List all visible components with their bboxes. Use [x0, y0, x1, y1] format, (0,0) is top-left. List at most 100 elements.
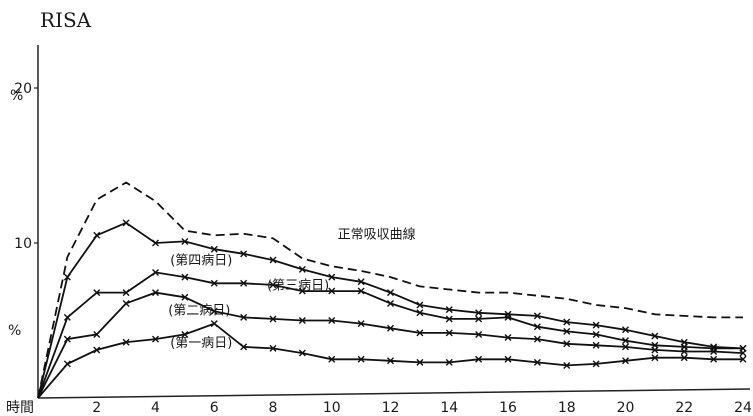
x-tick-label: 10 — [323, 400, 341, 416]
series-labels: 正常吸収曲線 (第四病日) (第三病日) (第二病日) (第一病日) — [168, 226, 415, 351]
data-point — [122, 219, 130, 227]
data-point — [416, 301, 424, 309]
data-point — [651, 354, 659, 362]
data-point — [63, 273, 71, 281]
data-point — [445, 329, 453, 337]
data-point — [63, 360, 71, 368]
data-point — [533, 312, 541, 320]
data-point — [622, 343, 629, 351]
data-point — [533, 323, 541, 331]
series-label: (第一病日) — [170, 336, 232, 351]
data-point — [739, 349, 747, 357]
data-point — [181, 330, 189, 338]
data-point — [563, 318, 571, 326]
data-point — [357, 355, 365, 363]
data-point — [387, 357, 394, 365]
data-point — [328, 355, 336, 363]
series-line — [37, 221, 744, 399]
x-tick-label: 6 — [210, 400, 219, 416]
data-point — [122, 289, 130, 297]
data-point — [210, 320, 218, 328]
data-point — [416, 358, 424, 366]
data-point — [152, 289, 159, 297]
data-point — [475, 315, 483, 323]
data-point — [240, 279, 248, 287]
data-point — [357, 320, 365, 328]
data-point — [122, 338, 130, 346]
y-unit-top: % — [10, 88, 23, 104]
data-point — [181, 293, 189, 301]
x-tick-label: 16 — [499, 400, 517, 416]
y-tick-label: 20 — [14, 81, 32, 97]
x-tick-label: 14 — [440, 400, 458, 416]
data-point — [269, 281, 277, 289]
x-tick-label: 4 — [151, 400, 160, 416]
series-line — [37, 181, 743, 399]
data-point — [563, 361, 571, 369]
data-point — [152, 239, 159, 247]
x-tick-label: 22 — [675, 400, 693, 416]
data-point — [592, 321, 600, 329]
data-point — [680, 348, 688, 355]
data-point — [592, 360, 600, 368]
data-point — [328, 287, 336, 295]
data-point — [210, 245, 218, 253]
x-tick-label: 20 — [617, 400, 635, 416]
x-tick-label: 24 — [734, 400, 752, 416]
data-point — [533, 358, 541, 366]
series-label: 正常吸収曲線 — [338, 226, 416, 242]
series-line — [37, 271, 743, 399]
data-point — [445, 358, 453, 366]
x-tick-label: 8 — [269, 400, 278, 416]
data-point — [210, 279, 218, 287]
data-point — [298, 265, 306, 273]
data-point — [298, 317, 306, 324]
data-point — [504, 334, 512, 342]
data-point — [622, 337, 629, 345]
data-point — [93, 330, 101, 338]
data-point — [622, 326, 629, 334]
data-point — [328, 317, 336, 324]
series-label: (第四病日) — [170, 254, 232, 269]
data-point — [328, 273, 336, 281]
data-point — [357, 287, 365, 295]
series-group — [37, 181, 747, 399]
data-point — [475, 309, 483, 317]
data-point — [63, 335, 71, 343]
data-point — [210, 307, 218, 315]
data-point — [563, 327, 571, 335]
data-point — [357, 278, 365, 286]
data-point — [710, 348, 718, 355]
data-point — [298, 349, 306, 357]
data-point — [592, 341, 600, 349]
data-point — [240, 250, 248, 258]
data-point — [93, 289, 101, 297]
data-point — [445, 315, 453, 323]
data-point — [387, 324, 394, 332]
data-point — [63, 313, 71, 321]
data-point — [622, 357, 629, 365]
series-label: (第二病日) — [168, 303, 230, 318]
data-point — [298, 287, 306, 295]
data-point — [181, 237, 189, 245]
data-point — [710, 355, 718, 363]
data-point — [152, 335, 159, 343]
data-point — [269, 256, 277, 264]
data-point — [269, 315, 277, 323]
data-point — [181, 273, 189, 281]
x-tick-label: 12 — [382, 400, 400, 416]
data-point — [533, 335, 541, 343]
x-tick-label: 18 — [558, 400, 576, 416]
data-point — [592, 330, 600, 338]
x-axis-line — [37, 388, 751, 399]
data-point — [152, 268, 159, 276]
data-point — [416, 329, 424, 337]
data-point — [475, 355, 483, 363]
series-label: (第三病日) — [267, 279, 329, 294]
data-point — [240, 343, 248, 351]
chart-title: RISA — [40, 8, 92, 32]
data-point — [93, 231, 101, 239]
data-point — [504, 355, 512, 363]
x-tick-label: 2 — [92, 400, 101, 416]
